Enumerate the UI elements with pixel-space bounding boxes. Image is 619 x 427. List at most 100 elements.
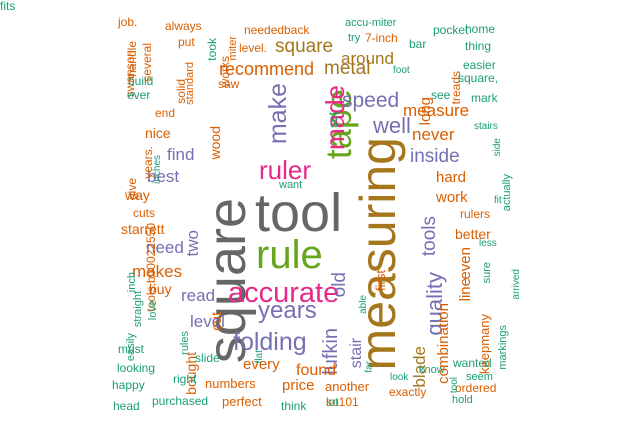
cloud-word: lot bbox=[326, 395, 339, 409]
cloud-word: years bbox=[258, 297, 317, 324]
cloud-word: bar bbox=[409, 37, 427, 51]
cloud-word: handle bbox=[125, 41, 139, 78]
cloud-word: better bbox=[455, 226, 491, 242]
cloud-word: another bbox=[325, 379, 370, 394]
cloud-word: rule bbox=[256, 233, 323, 277]
cloud-word: first bbox=[373, 270, 388, 291]
cloud-word: love bbox=[147, 300, 159, 321]
cloud-word: took bbox=[205, 38, 219, 61]
cloud-word: put bbox=[178, 35, 195, 49]
cloud-word: found bbox=[296, 362, 337, 379]
cloud-word: always bbox=[165, 19, 202, 33]
cloud-word: inch bbox=[126, 272, 138, 293]
cloud-word: nice bbox=[145, 125, 171, 141]
cloud-word: must bbox=[118, 342, 145, 356]
cloud-word: ruler bbox=[259, 155, 312, 185]
cloud-word: inside bbox=[410, 146, 460, 167]
cloud-word: cut bbox=[208, 312, 224, 331]
cloud-word: tool bbox=[449, 377, 460, 394]
cloud-word: well bbox=[373, 113, 411, 138]
cloud-word: make bbox=[264, 83, 292, 145]
cloud-word: easier bbox=[463, 58, 496, 72]
cloud-word: saw bbox=[218, 77, 240, 91]
cloud-word: ordered bbox=[455, 381, 497, 395]
cloud-word: tools,b00022550 bbox=[144, 223, 158, 312]
cloud-word: want bbox=[279, 179, 303, 191]
cloud-word: mark bbox=[471, 91, 498, 105]
cloud-word: perfect bbox=[222, 394, 262, 409]
cloud-word: wanted bbox=[453, 356, 492, 370]
cloud-word: easily bbox=[125, 333, 137, 362]
cloud-word: needed bbox=[244, 23, 285, 37]
cloud-word: actually bbox=[501, 174, 513, 212]
cloud-word: home bbox=[465, 22, 496, 36]
cloud-word: two bbox=[183, 230, 202, 257]
cloud-word: thing bbox=[465, 39, 492, 53]
cloud-word: never bbox=[412, 125, 455, 144]
cloud-word: stair bbox=[348, 338, 365, 369]
cloud-word: folding bbox=[233, 328, 307, 356]
cloud-word: less bbox=[479, 238, 497, 249]
cloud-word: far bbox=[364, 361, 375, 373]
cloud-word: recommend bbox=[219, 59, 315, 79]
cloud-word: metal bbox=[324, 58, 371, 79]
cloud-word: works bbox=[218, 56, 232, 88]
cloud-word: know bbox=[419, 364, 445, 376]
cloud-word: fits bbox=[0, 0, 16, 13]
cloud-word: flat bbox=[254, 350, 265, 364]
cloud-word: think bbox=[281, 399, 307, 413]
cloud-word: starrett bbox=[121, 221, 165, 237]
cloud-word: 7-inch bbox=[365, 31, 398, 45]
cloud-word: fit bbox=[494, 195, 502, 206]
cloud-word: able bbox=[358, 295, 369, 314]
cloud-word: miter bbox=[227, 36, 239, 61]
cloud-word: purchased bbox=[152, 394, 209, 408]
cloud-word: right bbox=[173, 372, 197, 386]
cloud-word: price bbox=[282, 377, 315, 394]
cloud-word: work bbox=[436, 189, 468, 206]
cloud-word: end bbox=[155, 106, 176, 120]
cloud-word: see bbox=[431, 88, 451, 102]
cloud-word: back bbox=[284, 23, 310, 37]
cloud-word: so101 bbox=[326, 395, 359, 409]
cloud-word: every bbox=[243, 356, 280, 373]
cloud-word: set bbox=[326, 112, 340, 129]
cloud-word: buy bbox=[149, 281, 172, 297]
cloud-word: hard bbox=[436, 169, 467, 186]
cloud-word: accurate bbox=[228, 277, 340, 309]
cloud-word: read bbox=[181, 286, 216, 305]
cloud-word: try bbox=[348, 32, 361, 44]
cloud-word: measure bbox=[403, 101, 470, 120]
cloud-word: tools bbox=[419, 216, 440, 257]
cloud-word: accu-miter bbox=[345, 17, 397, 29]
cloud-word: find bbox=[167, 145, 195, 164]
cloud-word: around bbox=[341, 49, 394, 68]
cloud-word: rules bbox=[179, 331, 191, 355]
cloud-word: side bbox=[492, 138, 503, 157]
cloud-word: hold bbox=[452, 394, 473, 406]
cloud-word: job. bbox=[118, 15, 138, 29]
cloud-word: numbers bbox=[205, 376, 256, 391]
cloud-word: inches bbox=[152, 155, 163, 184]
cloud-word: need bbox=[146, 238, 184, 257]
cloud-word: wood bbox=[207, 126, 223, 160]
cloud-word: old bbox=[329, 272, 350, 298]
cloud-word: level bbox=[190, 312, 225, 331]
cloud-word: slide bbox=[195, 351, 220, 365]
cloud-word: speed bbox=[342, 89, 400, 112]
cloud-word: markings bbox=[497, 325, 509, 370]
cloud-word: even bbox=[457, 247, 474, 280]
cloud-word: foot bbox=[393, 65, 410, 76]
cloud-word: looking bbox=[117, 361, 156, 375]
cloud-word: seem bbox=[466, 371, 493, 383]
cloud-word: give bbox=[125, 178, 139, 201]
cloud-word: arrived bbox=[511, 269, 522, 300]
cloud-word: ever bbox=[127, 88, 151, 102]
cloud-word: happy bbox=[112, 378, 145, 392]
cloud-word: pocket bbox=[433, 23, 469, 37]
cloud-word: head bbox=[113, 399, 140, 413]
cloud-word: square bbox=[275, 36, 334, 57]
cloud-word: makes bbox=[132, 262, 183, 281]
cloud-word: rulers bbox=[460, 207, 491, 221]
